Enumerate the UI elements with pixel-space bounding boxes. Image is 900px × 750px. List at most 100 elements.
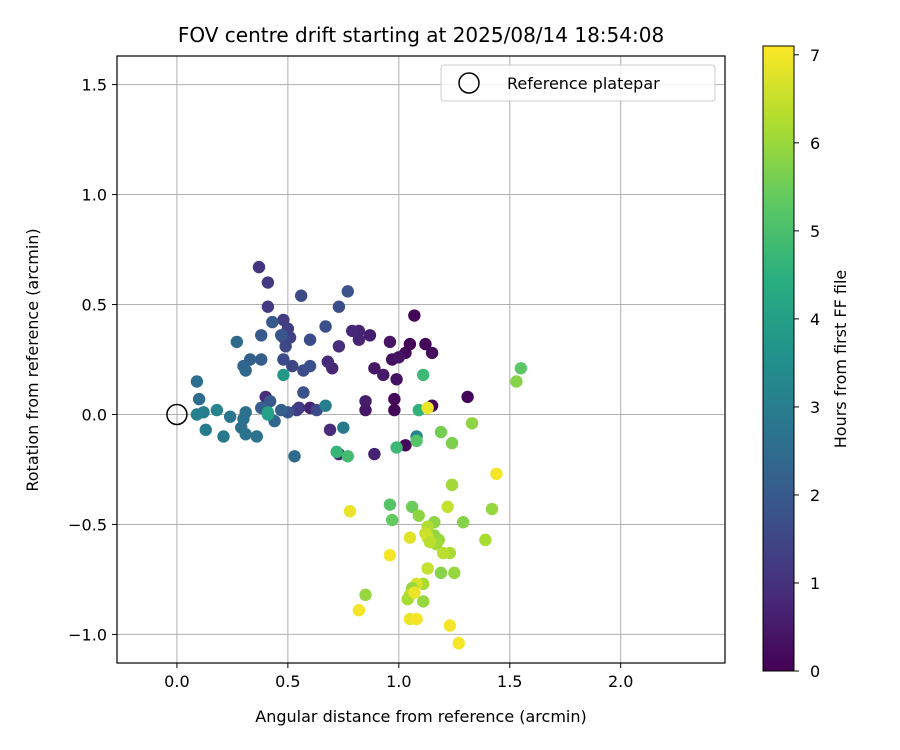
- data-point: [514, 362, 528, 375]
- data-point: [359, 403, 372, 417]
- data-point: [261, 406, 275, 419]
- data-point: [377, 368, 390, 382]
- colorbar-ticks: 0 1 2 3 4 5 6 7: [794, 46, 820, 681]
- data-point: [286, 359, 299, 373]
- data-point: [388, 403, 401, 417]
- data-point: [190, 375, 204, 388]
- y-tick-label: −0.5: [68, 515, 107, 534]
- data-point: [332, 340, 346, 353]
- legend: Reference platepar: [440, 64, 716, 102]
- colorbar-tick-label: 2: [810, 486, 820, 505]
- data-point: [341, 450, 354, 463]
- grid-lines: [117, 56, 725, 663]
- data-point: [417, 368, 430, 382]
- data-point: [337, 421, 350, 434]
- data-point: [383, 335, 397, 349]
- data-point: [412, 509, 425, 522]
- data-point: [279, 340, 292, 353]
- colorbar-tick-label: 0: [810, 662, 820, 681]
- data-point: [359, 395, 372, 408]
- data-point: [319, 320, 332, 333]
- data-point: [239, 428, 252, 441]
- data-point: [452, 637, 465, 650]
- data-point: [266, 315, 279, 329]
- data-point: [368, 362, 381, 375]
- y-tick-label: −1.0: [68, 625, 107, 644]
- data-point: [261, 300, 275, 313]
- y-axis-ticks: −1.0 −0.5 0.0 0.5 1.0 1.5: [68, 76, 117, 644]
- data-point: [408, 309, 421, 322]
- data-point: [341, 285, 354, 298]
- data-point: [510, 375, 523, 388]
- x-tick-label: 0.5: [275, 672, 300, 691]
- data-point: [250, 430, 263, 443]
- x-axis-label: Angular distance from reference (arcmin): [255, 707, 586, 726]
- data-point: [403, 531, 417, 544]
- data-point: [434, 425, 448, 439]
- data-point: [461, 390, 474, 404]
- data-point: [332, 300, 346, 313]
- data-point: [252, 260, 266, 274]
- plot-frame: [116, 55, 726, 664]
- data-point: [352, 333, 366, 346]
- data-point: [390, 373, 403, 386]
- data-point: [445, 478, 459, 492]
- data-point: [217, 430, 230, 443]
- x-tick-label: 2.0: [608, 672, 633, 691]
- y-tick-label: 0.0: [82, 405, 107, 424]
- chart-title: FOV centre drift starting at 2025/08/14 …: [178, 23, 664, 47]
- colorbar-gradient: [762, 45, 795, 672]
- data-point: [479, 533, 492, 547]
- data-points: [190, 260, 528, 650]
- data-point: [263, 395, 277, 408]
- data-point: [388, 392, 401, 406]
- data-point: [385, 513, 399, 527]
- data-point: [441, 500, 454, 514]
- data-point: [445, 436, 459, 450]
- data-point: [261, 276, 275, 289]
- data-point: [277, 368, 290, 382]
- data-point: [303, 333, 317, 346]
- data-point: [210, 403, 224, 417]
- data-point: [410, 612, 423, 626]
- colorbar-tick-label: 6: [810, 134, 820, 153]
- data-point: [410, 434, 423, 448]
- reference-platepar-marker: [166, 403, 188, 426]
- data-point: [383, 549, 397, 562]
- data-point: [239, 364, 252, 377]
- colorbar-tick-label: 7: [810, 46, 820, 65]
- colorbar: 0 1 2 3 4 5 6 7 Hours from first FF file: [762, 45, 850, 681]
- data-point: [485, 502, 499, 516]
- data-point: [392, 351, 406, 364]
- data-point: [368, 447, 381, 461]
- data-point: [277, 353, 290, 366]
- data-point: [423, 535, 437, 549]
- data-point: [425, 346, 439, 360]
- y-tick-label: 1.0: [82, 186, 107, 205]
- x-axis-ticks: 0.0 0.5 1.0 1.5 2.0: [164, 663, 633, 691]
- x-tick-label: 0.0: [164, 672, 189, 691]
- data-point: [421, 401, 434, 415]
- data-point: [419, 337, 432, 351]
- data-point: [319, 399, 332, 412]
- legend-entry-reference: Reference platepar: [507, 74, 660, 93]
- colorbar-tick-label: 5: [810, 222, 820, 241]
- legend-reference-marker-icon: [458, 72, 480, 94]
- data-point: [275, 329, 288, 342]
- data-point: [297, 386, 310, 399]
- data-point: [436, 546, 450, 560]
- data-point: [321, 355, 335, 368]
- legend-box: [440, 64, 716, 102]
- y-axis-label: Rotation from reference (arcmin): [23, 228, 42, 491]
- data-point: [223, 410, 237, 423]
- data-point: [443, 619, 457, 632]
- data-point: [323, 423, 337, 437]
- data-point: [352, 604, 366, 617]
- data-point: [390, 441, 403, 454]
- data-point: [434, 566, 448, 580]
- data-point: [359, 588, 372, 602]
- colorbar-tick-label: 1: [810, 574, 820, 593]
- data-point: [192, 392, 206, 406]
- data-point: [490, 467, 503, 481]
